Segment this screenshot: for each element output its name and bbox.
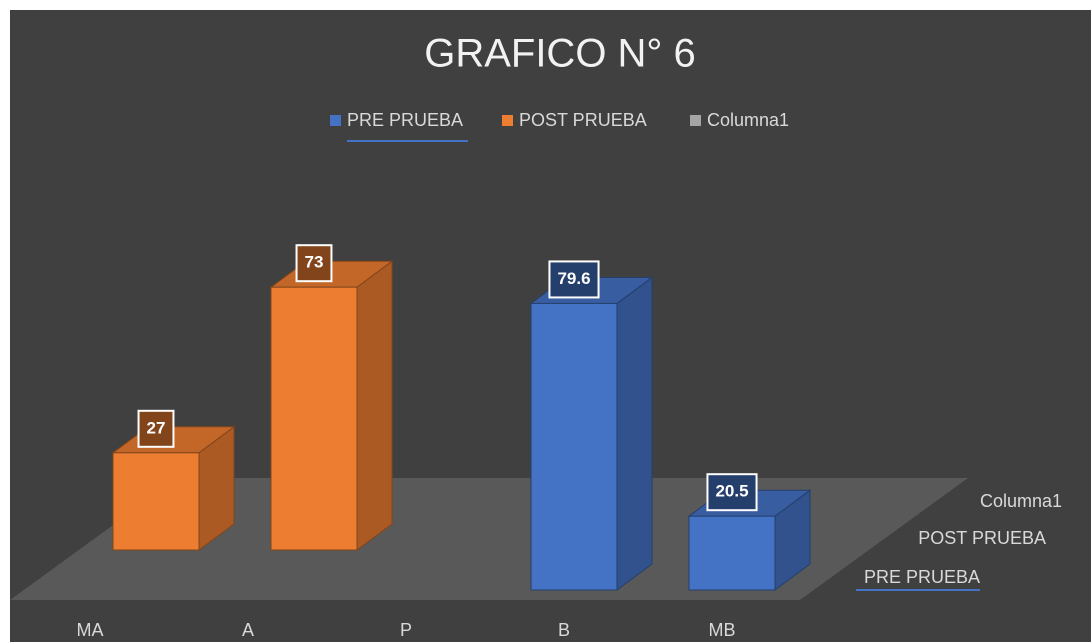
bar <box>270 286 358 551</box>
bar-side <box>356 260 393 551</box>
legend-swatch <box>330 115 341 126</box>
x-tick-label: P <box>400 620 412 640</box>
bar <box>688 515 776 591</box>
legend-label: Columna1 <box>707 110 789 130</box>
data-label: 79.6 <box>557 269 590 288</box>
chart-title: GRAFICO N° 6 <box>424 32 696 76</box>
bar <box>530 302 618 591</box>
depth-label: POST PRUEBA <box>918 528 1046 548</box>
depth-label: Columna1 <box>980 491 1062 511</box>
x-tick-label: MB <box>709 620 736 640</box>
data-label: 73 <box>305 253 324 272</box>
bar <box>529 276 654 591</box>
data-label: 27 <box>147 418 166 437</box>
data-label: 20.5 <box>715 482 748 501</box>
x-tick-label: MA <box>77 620 104 640</box>
bar <box>112 452 200 551</box>
legend-swatch <box>502 115 513 126</box>
data-label-box <box>548 260 600 299</box>
data-label-box <box>137 409 175 448</box>
bar <box>269 260 394 551</box>
data-label-box <box>295 244 333 283</box>
legend-label: PRE PRUEBA <box>347 110 463 130</box>
x-tick-label: B <box>558 620 570 640</box>
legend-label: POST PRUEBA <box>519 110 647 130</box>
bar-side <box>616 276 653 591</box>
legend-swatch <box>690 115 701 126</box>
data-label-box <box>706 473 758 512</box>
depth-label: PRE PRUEBA <box>864 567 980 587</box>
x-tick-label: A <box>242 620 254 640</box>
